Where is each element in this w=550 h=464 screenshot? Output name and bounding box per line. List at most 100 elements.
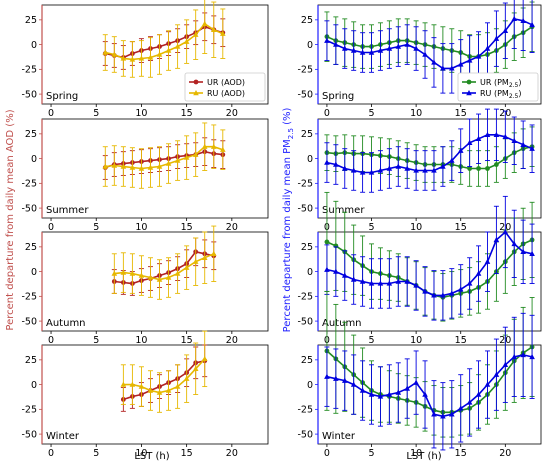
data-point — [422, 391, 428, 397]
plot-frame — [41, 118, 269, 219]
y-tick-label: 0 — [31, 267, 37, 278]
data-point — [183, 264, 190, 270]
panel-pm-winter: -50 -25 0 25 0 5 10 15 20 Winter — [297, 291, 542, 459]
data-point — [359, 278, 366, 284]
season-label: Summer — [322, 205, 365, 216]
legend-label: RU (AOD) — [207, 89, 245, 98]
data-point — [457, 286, 464, 292]
data-point — [333, 268, 339, 274]
data-point — [368, 391, 375, 397]
data-point — [395, 163, 402, 169]
data-point — [201, 355, 208, 362]
x-tick-label: 10 — [135, 222, 147, 233]
data-point — [413, 282, 419, 288]
y-tick-label: -25 — [297, 292, 313, 303]
data-point — [449, 157, 455, 163]
data-point — [192, 151, 199, 157]
x-tick-label: 5 — [368, 222, 374, 233]
data-point — [174, 157, 181, 163]
season-label: Winter — [322, 431, 356, 442]
x-tick-label: 15 — [181, 335, 193, 346]
x-tick-label: 10 — [135, 108, 147, 119]
data-point — [368, 169, 375, 175]
data-point — [165, 47, 172, 53]
y-tick-label: -25 — [21, 65, 37, 76]
left-ylabel: Percent departure from daily mean AOD (%… — [5, 109, 16, 330]
data-point — [324, 266, 330, 272]
series-line — [326, 354, 533, 418]
data-point — [493, 35, 500, 41]
data-point — [341, 272, 348, 278]
x-tick-label: 0 — [48, 448, 54, 459]
data-point — [386, 165, 393, 171]
legend-label: UR (AOD) — [207, 78, 245, 87]
data-point — [147, 164, 154, 170]
data-point — [431, 411, 437, 417]
plot-frame — [317, 118, 542, 219]
data-point — [165, 387, 172, 393]
series-ru-pm2-5- — [324, 108, 535, 193]
data-point — [147, 387, 154, 393]
data-point — [350, 381, 357, 387]
series-line — [123, 358, 206, 394]
data-point — [502, 27, 509, 33]
data-point — [511, 137, 518, 143]
data-point — [333, 161, 339, 167]
y-tick-label: 0 — [31, 154, 37, 165]
data-point — [494, 162, 499, 167]
legend-marker — [193, 79, 199, 85]
y-tick-label: 0 — [31, 380, 37, 391]
data-point — [192, 365, 199, 371]
x-tick-label: 0 — [48, 108, 54, 119]
panel-aod-spring: -50 -25 0 25 0 5 10 15 20 Spring UR (AOD) RU (AOD) — [21, 0, 269, 119]
data-point — [341, 45, 348, 51]
data-point — [111, 162, 118, 168]
series-ru-aod- — [102, 122, 226, 189]
data-point — [377, 47, 384, 53]
data-point — [102, 163, 109, 169]
x-tick-label: 10 — [410, 448, 422, 459]
y-tick-label: 25 — [25, 355, 37, 366]
data-point — [183, 375, 190, 381]
data-point — [129, 56, 136, 62]
data-point — [102, 49, 109, 55]
data-point — [377, 167, 384, 173]
data-point — [120, 55, 127, 61]
legend-box — [184, 72, 266, 102]
data-point — [210, 250, 217, 256]
data-point — [476, 166, 481, 171]
data-point — [493, 236, 500, 243]
x-tick-label: 0 — [48, 222, 54, 233]
y-tick-label: 0 — [307, 380, 313, 391]
data-point — [466, 280, 473, 286]
data-point — [475, 53, 482, 59]
x-tick-label: 0 — [48, 335, 54, 346]
data-point — [431, 292, 437, 298]
data-point — [111, 51, 118, 57]
x-tick-label: 5 — [368, 448, 374, 459]
x-tick-label: 5 — [93, 335, 99, 346]
data-point — [147, 274, 154, 280]
data-point — [165, 160, 172, 166]
series-line — [326, 230, 533, 297]
right-ylabel-main: Percent departure from daily mean PM — [282, 139, 293, 332]
data-point — [520, 248, 526, 254]
y-tick-label: -25 — [297, 405, 313, 416]
series-ru-aod- — [102, 0, 226, 78]
data-point — [449, 65, 455, 71]
data-point — [324, 239, 330, 245]
series-ru-aod- — [111, 225, 217, 300]
x-tick-label: 20 — [226, 335, 238, 346]
y-tick-label: 25 — [25, 242, 37, 253]
data-point — [129, 270, 136, 276]
data-point — [174, 270, 181, 276]
data-point — [520, 141, 526, 147]
data-point — [341, 165, 348, 171]
data-point — [529, 353, 535, 360]
data-point — [529, 145, 535, 151]
data-point — [220, 146, 226, 152]
legend-marker — [193, 90, 199, 96]
data-point — [324, 373, 330, 379]
y-tick-label: 0 — [307, 154, 313, 165]
